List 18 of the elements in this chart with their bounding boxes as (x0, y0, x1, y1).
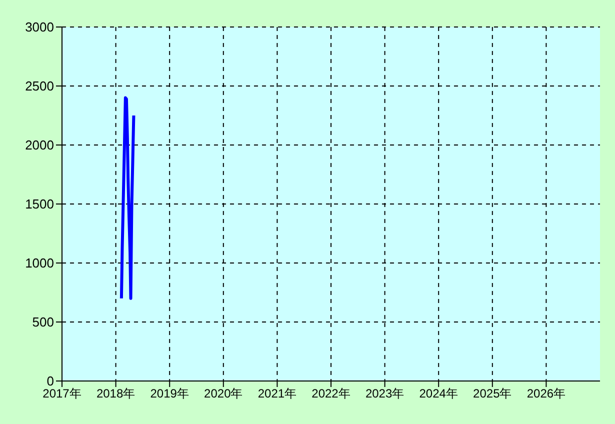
x-tick-label: 2018年 (96, 386, 136, 401)
x-tick-label: 2017年 (42, 386, 82, 401)
x-tick-label: 2022年 (312, 386, 350, 401)
x-tick-label: 2019年 (150, 386, 189, 401)
y-tick-label: 2000 (25, 138, 54, 153)
x-tick-label: 2024年 (419, 386, 458, 401)
x-tick-label: 2025年 (473, 386, 512, 401)
x-tick-label: 2023年 (365, 386, 404, 401)
y-tick-label: 500 (32, 314, 54, 330)
x-tick-label: 2021年 (258, 386, 297, 401)
y-tick-label: 1000 (25, 256, 54, 271)
y-tick-label: 3000 (25, 20, 54, 35)
x-tick-label: 2026年 (526, 386, 566, 401)
x-tick-label: 2020年 (204, 386, 243, 401)
y-tick-label: 2500 (25, 78, 54, 94)
line-series (120, 96, 136, 300)
y-tick-label: 1500 (25, 196, 54, 212)
y-tick-label: 0 (46, 374, 54, 389)
